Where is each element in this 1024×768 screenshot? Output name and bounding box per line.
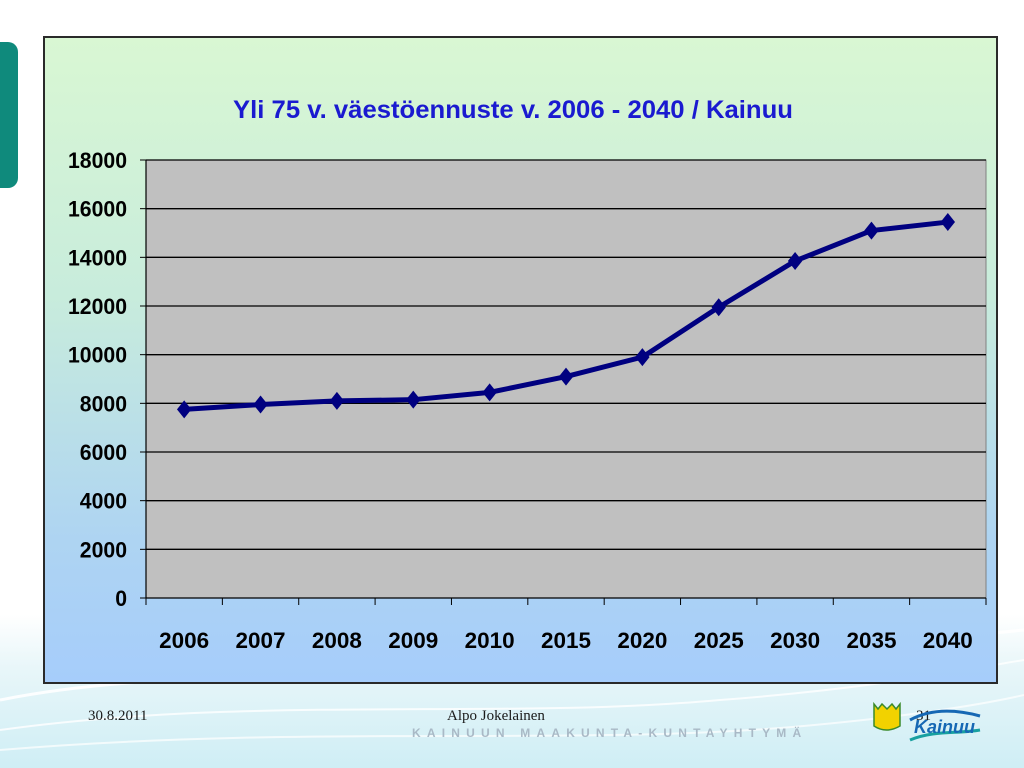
footer-brand-text: KAINUUN MAAKUNTA-KUNTAYHTYMÄ xyxy=(412,726,808,740)
chart-frame: Yli 75 v. väestöennuste v. 2006 - 2040 /… xyxy=(43,36,998,684)
kainuu-logo-icon xyxy=(873,701,981,742)
data-point xyxy=(406,390,421,409)
y-tick-label: 4000 xyxy=(80,489,127,514)
x-tick-label: 2007 xyxy=(236,628,286,653)
y-tick-label: 16000 xyxy=(68,197,127,222)
footer-date: 30.8.2011 xyxy=(88,708,148,724)
y-tick-label: 2000 xyxy=(80,537,127,562)
data-point xyxy=(864,221,879,240)
x-tick-label: 2025 xyxy=(694,628,744,653)
y-tick-label: 0 xyxy=(115,586,127,611)
y-tick-label: 12000 xyxy=(68,294,127,319)
data-point xyxy=(940,213,956,232)
x-tick-label: 2020 xyxy=(617,628,667,653)
data-point xyxy=(711,298,726,317)
x-tick-label: 2015 xyxy=(541,628,591,653)
data-point xyxy=(558,367,574,386)
y-tick-label: 10000 xyxy=(68,343,127,368)
left-accent-tab xyxy=(0,42,18,188)
data-point xyxy=(253,395,268,414)
y-tick-label: 14000 xyxy=(68,245,127,270)
data-point xyxy=(482,383,497,402)
y-tick-label: 6000 xyxy=(80,440,127,465)
logo-wordmark: Kainuu xyxy=(914,717,975,737)
x-tick-label: 2040 xyxy=(923,628,973,653)
x-tick-label: 2030 xyxy=(770,628,820,653)
x-tick-label: 2008 xyxy=(312,628,362,653)
footer-author: Alpo Jokelainen xyxy=(447,708,545,724)
data-point xyxy=(635,348,650,367)
data-point xyxy=(176,400,192,419)
data-point xyxy=(787,251,803,270)
x-tick-label: 2035 xyxy=(846,628,896,653)
chart-title: Yli 75 v. väestöennuste v. 2006 - 2040 /… xyxy=(233,96,793,124)
x-tick-label: 2009 xyxy=(388,628,438,653)
y-tick-label: 18000 xyxy=(68,148,127,173)
data-point xyxy=(329,391,345,410)
x-tick-label: 2006 xyxy=(159,628,209,653)
line-chart: Yli 75 v. väestöennuste v. 2006 - 2040 /… xyxy=(68,96,987,653)
y-tick-label: 8000 xyxy=(80,391,127,416)
x-tick-label: 2010 xyxy=(465,628,515,653)
